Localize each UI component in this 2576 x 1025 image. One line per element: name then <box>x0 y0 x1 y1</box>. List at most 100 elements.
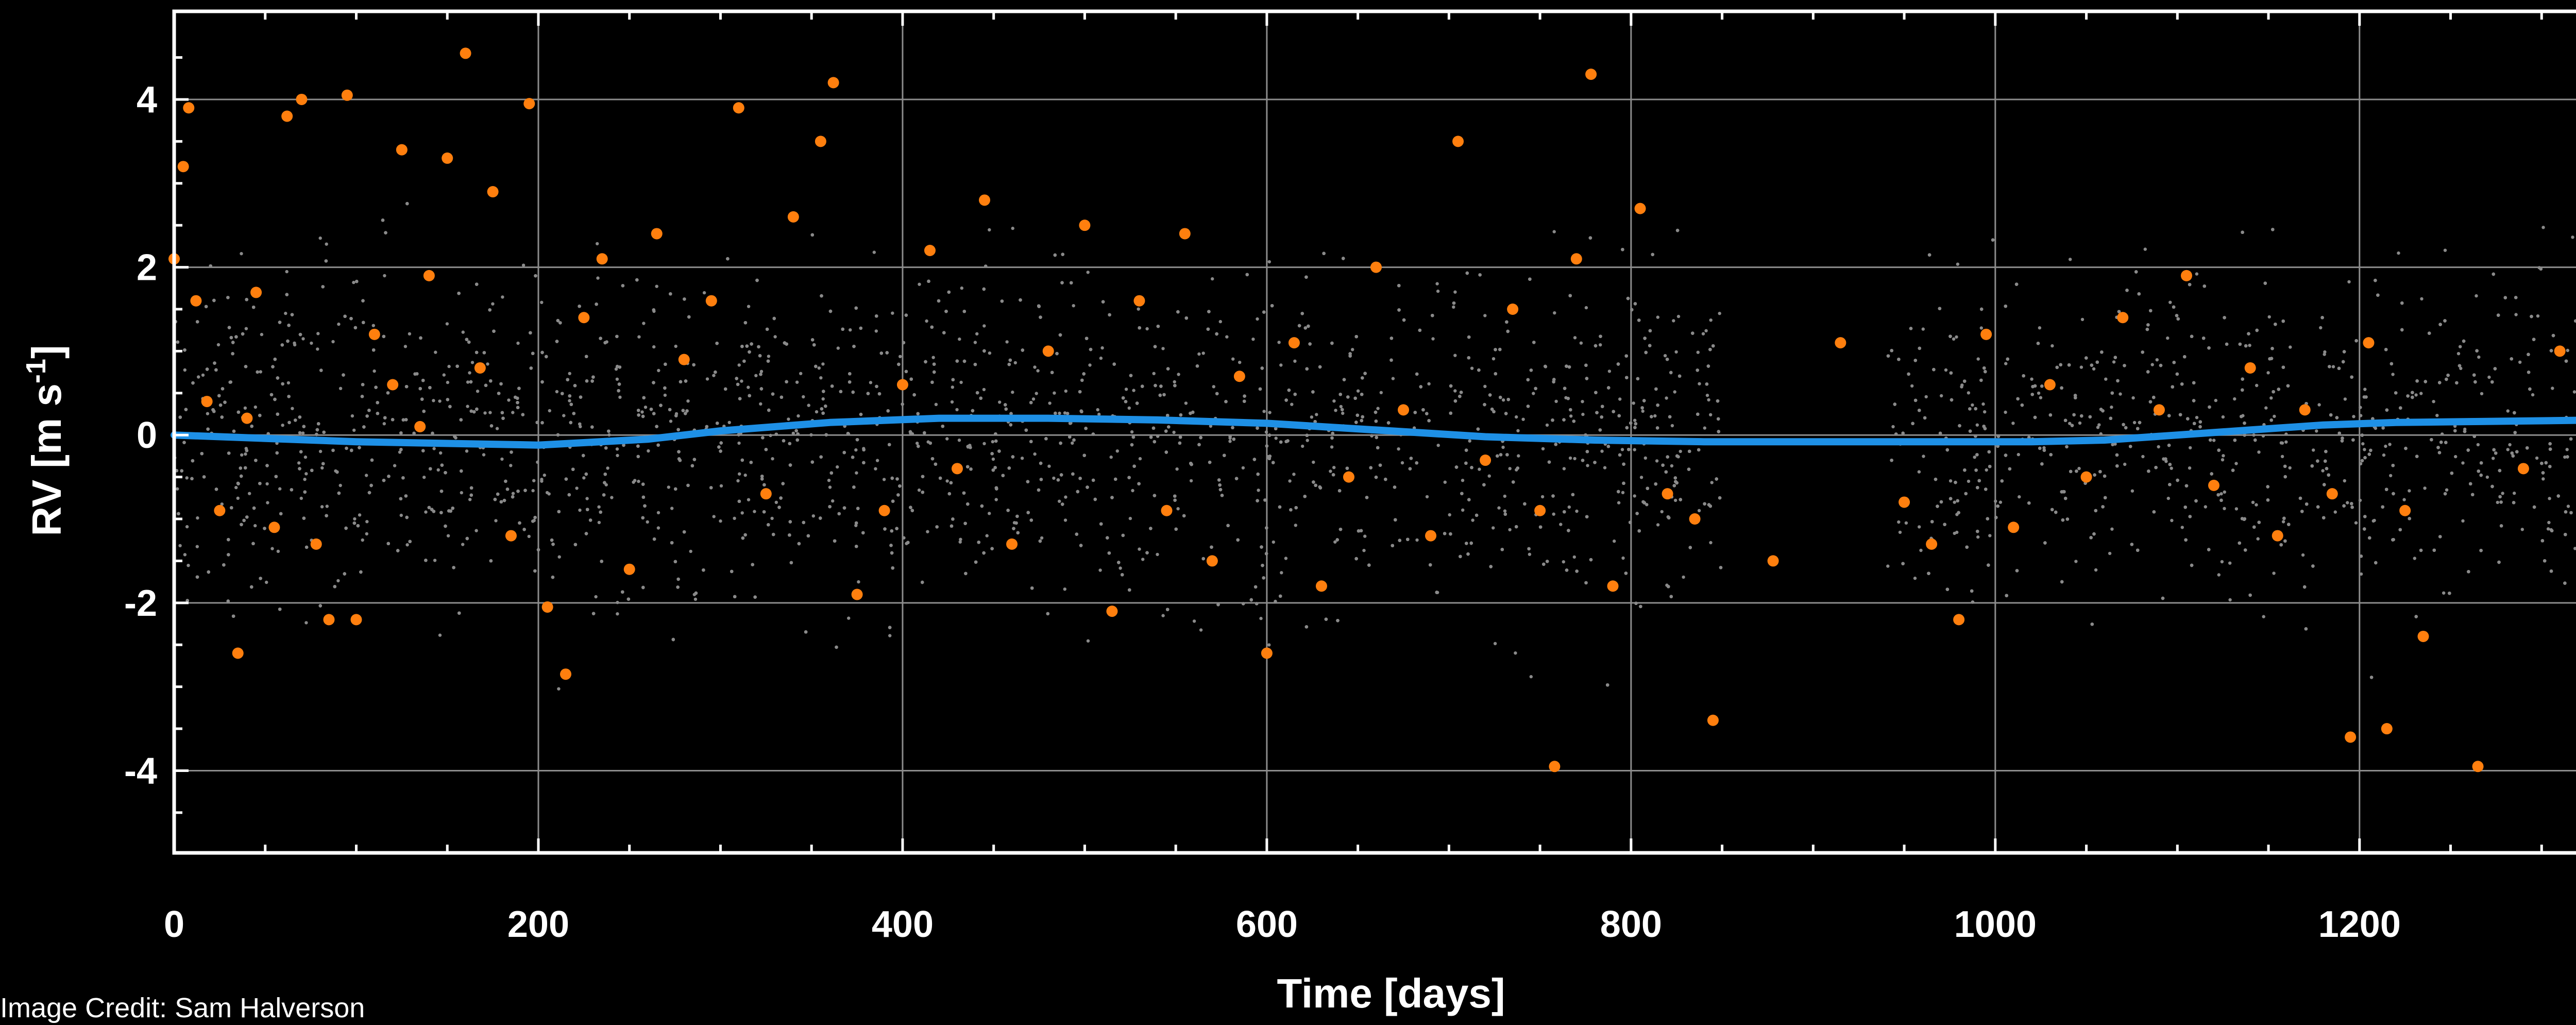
raw-point <box>610 496 614 499</box>
raw-point <box>2359 462 2363 466</box>
raw-point <box>1132 389 1136 392</box>
raw-point <box>432 447 436 450</box>
raw-point <box>1161 347 1165 350</box>
raw-point <box>2363 388 2367 391</box>
raw-point <box>1209 424 1213 428</box>
raw-point <box>975 332 979 335</box>
raw-point <box>1425 495 1429 499</box>
raw-point <box>1633 448 1636 451</box>
raw-point <box>353 517 357 521</box>
raw-point <box>2508 443 2512 447</box>
raw-point <box>495 427 499 430</box>
raw-point <box>738 472 741 476</box>
raw-point <box>1036 369 1040 373</box>
raw-point <box>646 520 649 524</box>
raw-point <box>1579 341 1583 345</box>
raw-point <box>787 417 790 421</box>
raw-point <box>432 399 435 402</box>
raw-point <box>1618 397 1622 401</box>
raw-point <box>545 491 549 495</box>
raw-point <box>769 433 772 438</box>
raw-point <box>2214 398 2217 402</box>
raw-point <box>303 478 307 481</box>
raw-point <box>2168 300 2172 304</box>
raw-point <box>747 305 751 308</box>
raw-point <box>2441 432 2444 436</box>
raw-point <box>195 545 199 548</box>
raw-point <box>988 228 991 232</box>
raw-point <box>2099 432 2103 436</box>
raw-point <box>436 468 440 472</box>
raw-point <box>399 513 403 517</box>
raw-point <box>1376 407 1380 410</box>
raw-point <box>2289 345 2292 349</box>
raw-point <box>1099 356 1103 360</box>
raw-point <box>299 496 303 500</box>
raw-point <box>918 282 921 286</box>
raw-point <box>260 332 264 337</box>
raw-point <box>2004 410 2007 414</box>
raw-point <box>1573 336 1577 340</box>
raw-point <box>643 406 648 409</box>
raw-point <box>2288 466 2292 470</box>
raw-point <box>1197 352 1201 356</box>
raw-point <box>2480 392 2484 396</box>
raw-point <box>1118 566 1122 570</box>
raw-point <box>1400 461 1404 465</box>
raw-point <box>667 485 671 489</box>
raw-point <box>1998 500 2003 504</box>
raw-point <box>2257 450 2261 454</box>
raw-point <box>1554 399 1558 403</box>
raw-point <box>1292 473 1296 476</box>
raw-point <box>1138 547 1141 551</box>
raw-point <box>1334 409 1337 412</box>
raw-point <box>1617 501 1621 505</box>
raw-point <box>1613 539 1616 543</box>
raw-point <box>767 355 771 358</box>
raw-point <box>1053 391 1056 395</box>
raw-point <box>1709 541 1713 545</box>
raw-point <box>291 407 294 410</box>
raw-point <box>1284 557 1288 560</box>
raw-point <box>2252 433 2256 437</box>
raw-point <box>2546 527 2550 531</box>
raw-point <box>265 580 268 584</box>
raw-point <box>350 414 354 418</box>
raw-point <box>2255 383 2259 388</box>
raw-point <box>2391 373 2395 376</box>
raw-point <box>1581 412 1585 416</box>
raw-point <box>1944 368 1948 372</box>
raw-point <box>1461 508 1465 512</box>
raw-point <box>1228 440 1232 443</box>
raw-point <box>365 532 368 536</box>
raw-point <box>476 390 480 393</box>
raw-point <box>1448 513 1451 517</box>
raw-point <box>1189 479 1193 483</box>
raw-point <box>2150 363 2154 366</box>
raw-point <box>854 448 858 452</box>
raw-point <box>1620 448 1624 451</box>
raw-point <box>1697 509 1701 512</box>
raw-point <box>293 341 296 345</box>
raw-point <box>616 612 619 616</box>
raw-point <box>1268 411 1272 414</box>
raw-point <box>874 329 878 333</box>
raw-point <box>358 513 362 517</box>
raw-point <box>2011 422 2015 425</box>
raw-point <box>557 555 561 559</box>
raw-point <box>1127 406 1131 410</box>
raw-point <box>934 402 938 406</box>
raw-point <box>753 510 756 513</box>
raw-point <box>337 322 341 326</box>
raw-point <box>1231 357 1235 361</box>
raw-point <box>857 580 860 584</box>
raw-point <box>2166 336 2170 340</box>
raw-point <box>796 414 800 418</box>
raw-point <box>1676 314 1681 318</box>
raw-point <box>1492 357 1496 361</box>
raw-point <box>2042 446 2046 450</box>
raw-point <box>2248 344 2251 347</box>
raw-point <box>240 453 244 457</box>
raw-point <box>352 280 355 284</box>
